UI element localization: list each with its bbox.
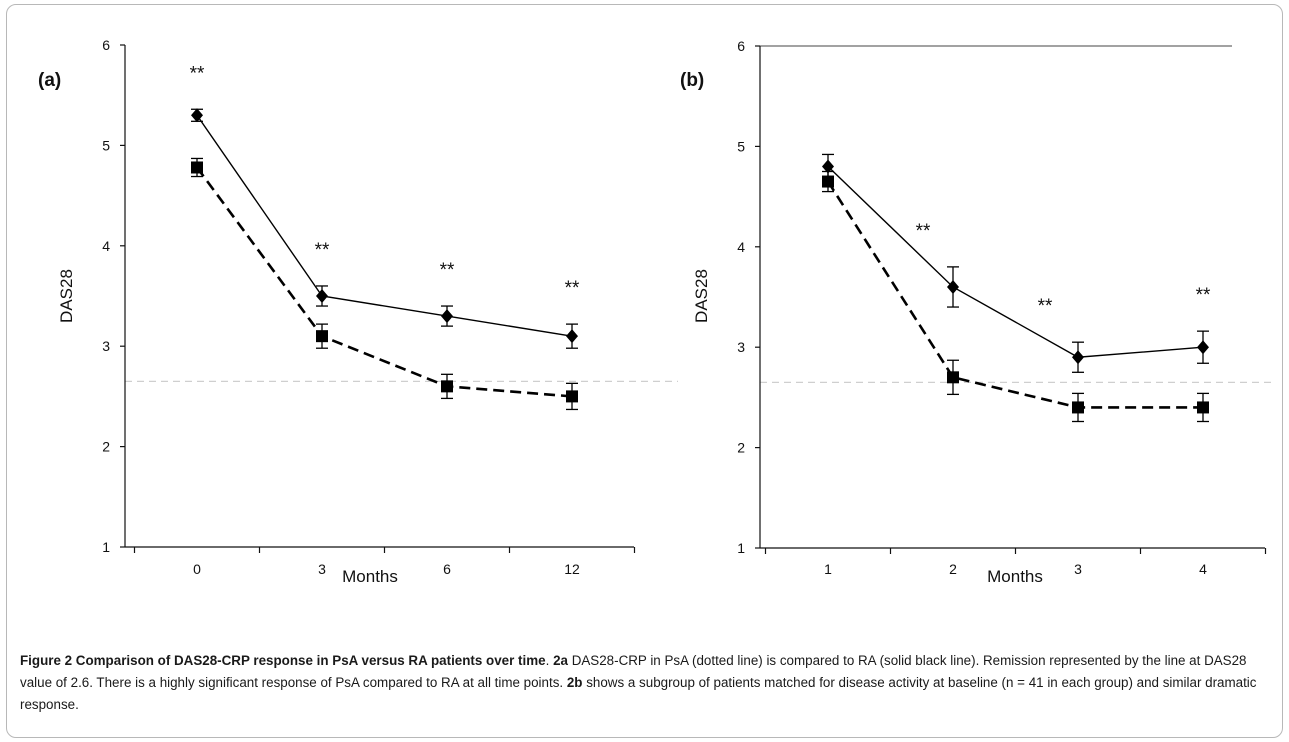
y-axis-title: DAS28 xyxy=(57,269,76,323)
x-axis-title: Months xyxy=(342,567,398,586)
square-marker xyxy=(947,371,959,384)
caption-ref-b: 2b xyxy=(566,675,583,690)
diamond-marker xyxy=(191,108,203,123)
diamond-marker xyxy=(822,159,834,174)
x-tick-label: 12 xyxy=(564,561,580,577)
y-tick-label: 3 xyxy=(102,338,110,354)
square-marker xyxy=(441,380,453,393)
significance-marker: ** xyxy=(315,240,330,261)
y-tick-label: 4 xyxy=(102,238,110,254)
square-marker xyxy=(316,330,328,343)
caption-ref-a: 2a xyxy=(553,653,568,668)
y-tick-label: 1 xyxy=(102,539,110,555)
square-marker xyxy=(822,175,834,188)
y-tick-label: 1 xyxy=(737,540,745,556)
diamond-marker xyxy=(947,279,959,294)
y-tick-label: 2 xyxy=(102,439,110,455)
y-tick-label: 5 xyxy=(737,138,745,154)
series-line-solid xyxy=(827,165,1204,358)
x-axis-title: Months xyxy=(987,567,1043,586)
caption-title: Figure 2 Comparison of DAS28-CRP respons… xyxy=(20,653,546,668)
x-tick-label: 0 xyxy=(193,561,201,577)
y-axis-title: DAS28 xyxy=(692,269,711,323)
diamond-marker xyxy=(1197,340,1209,355)
square-marker xyxy=(191,161,203,174)
x-tick-label: 4 xyxy=(1199,561,1207,577)
significance-marker: ** xyxy=(1196,285,1211,306)
figure-frame xyxy=(6,4,1283,738)
square-marker xyxy=(1197,401,1209,414)
significance-marker: ** xyxy=(916,221,931,242)
figure-caption: Figure 2 Comparison of DAS28-CRP respons… xyxy=(20,650,1270,716)
panel-label: (b) xyxy=(680,70,704,91)
y-tick-label: 6 xyxy=(737,38,745,54)
y-tick-label: 5 xyxy=(102,137,110,153)
y-tick-label: 4 xyxy=(737,239,745,255)
panel-label: (a) xyxy=(38,70,61,91)
diamond-marker xyxy=(441,309,453,324)
diamond-marker xyxy=(1072,350,1084,365)
y-tick-label: 3 xyxy=(737,339,745,355)
x-tick-label: 3 xyxy=(318,561,326,577)
significance-marker: ** xyxy=(440,260,455,281)
diamond-marker xyxy=(566,329,578,344)
caption-text-a: DAS28-CRP in PsA (dotted line) is compar… xyxy=(20,653,1247,690)
series-line-dashed xyxy=(195,166,573,398)
series-line-dashed xyxy=(826,180,1203,409)
x-tick-label: 1 xyxy=(824,561,832,577)
caption-text-b: shows a subgroup of patients matched for… xyxy=(20,675,1257,712)
y-tick-label: 6 xyxy=(102,37,110,53)
square-marker xyxy=(1072,401,1084,414)
square-marker xyxy=(566,390,578,403)
x-tick-label: 2 xyxy=(949,561,957,577)
significance-marker: ** xyxy=(1038,296,1053,317)
x-tick-label: 6 xyxy=(443,561,451,577)
diamond-marker xyxy=(316,289,328,303)
significance-marker: ** xyxy=(190,63,205,84)
series-line-solid xyxy=(196,114,573,337)
y-tick-label: 2 xyxy=(737,440,745,456)
x-tick-label: 3 xyxy=(1074,561,1082,577)
significance-marker: ** xyxy=(565,278,580,299)
caption-period: . xyxy=(545,653,554,668)
